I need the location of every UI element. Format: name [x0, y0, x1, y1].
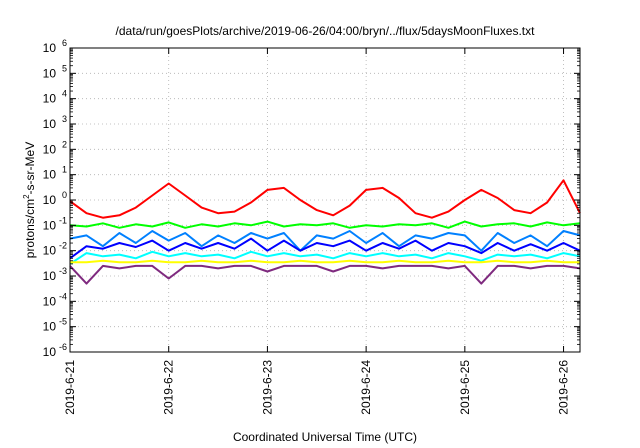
chart-title: /data/run/goesPlots/archive/2019-06-26/0… — [116, 24, 536, 38]
y-tick-label: 10 — [43, 345, 57, 359]
y-tick-label: 10 — [43, 92, 57, 106]
y-tick-base: 10 — [43, 193, 57, 207]
y-axis-label-main: protons/cm — [23, 199, 37, 258]
y-tick-exponent: -2 — [59, 241, 67, 251]
y-tick-exponent: 1 — [62, 165, 67, 175]
y-tick-label: 10 — [43, 142, 57, 156]
y-tick-exponent: -5 — [59, 317, 67, 327]
y-tick-base: 10 — [43, 41, 57, 55]
x-tick-label: 2019-6-23 — [260, 360, 274, 415]
y-axis-label: protons/cm2-s-sr-MeV — [22, 142, 37, 258]
series-lines — [69, 179, 581, 285]
y-tick-label: 10 — [43, 193, 57, 207]
y-tick-exponent: -3 — [59, 266, 67, 276]
y-tick-label: 10 — [43, 269, 57, 283]
x-tick-label: 2019-6-22 — [162, 360, 176, 415]
y-axis-label-sup: 2 — [22, 194, 31, 199]
x-axis-label: Coordinated Universal Time (UTC) — [233, 430, 417, 444]
y-axis-label-unit: -s-sr-MeV — [23, 142, 37, 195]
y-tick-label: 10 — [43, 168, 57, 182]
y-tick-base: 10 — [43, 345, 57, 359]
y-tick-exponent: 2 — [62, 139, 67, 149]
y-tick-label: 10 — [43, 41, 57, 55]
y-tick-exponent: 3 — [62, 114, 67, 124]
x-tick-label: 2019-6-26 — [557, 360, 571, 415]
x-tick-label: 2019-6-21 — [63, 360, 77, 415]
y-tick-label: 10 — [43, 320, 57, 334]
x-axis-ticks: 2019-6-21 2019-6-22 2019-6-23 2019-6-24 2019… — [63, 48, 571, 415]
y-tick-exponent: 0 — [62, 190, 67, 200]
series-line-4 — [69, 237, 581, 260]
series-line-2 — [69, 220, 581, 229]
y-tick-label: 10 — [43, 218, 57, 232]
y-tick-exponent: -6 — [59, 342, 67, 352]
y-tick-base: 10 — [43, 320, 57, 334]
y-tick-exponent: 6 — [62, 38, 67, 48]
y-tick-base: 10 — [43, 66, 57, 80]
series-line-3 — [69, 230, 581, 252]
y-tick-base: 10 — [43, 218, 57, 232]
y-tick-base: 10 — [43, 269, 57, 283]
y-tick-base: 10 — [43, 244, 57, 258]
y-tick-label: 10 — [43, 294, 57, 308]
series-line-1 — [69, 179, 581, 219]
y-tick-label: 10 — [43, 117, 57, 131]
y-tick-base: 10 — [43, 294, 57, 308]
y-tick-base: 10 — [43, 92, 57, 106]
series-line-6 — [70, 259, 580, 264]
y-tick-label: 10 — [43, 66, 57, 80]
series-line-7 — [69, 264, 581, 285]
y-tick-base: 10 — [43, 168, 57, 182]
y-tick-exponent: -4 — [59, 291, 67, 301]
y-tick-exponent: 5 — [62, 63, 67, 73]
y-tick-base: 10 — [43, 142, 57, 156]
y-axis-ticks: 10 -610 -510 -410 -310 -210 -110 010 110 210 310 41… — [43, 38, 580, 359]
y-tick-label: 10 — [43, 244, 57, 258]
x-tick-label: 2019-6-24 — [359, 360, 373, 415]
x-tick-label: 2019-6-25 — [458, 360, 472, 415]
y-tick-exponent: 4 — [62, 89, 67, 99]
y-tick-exponent: -1 — [59, 215, 67, 225]
series-line-5 — [69, 250, 581, 265]
y-tick-base: 10 — [43, 117, 57, 131]
